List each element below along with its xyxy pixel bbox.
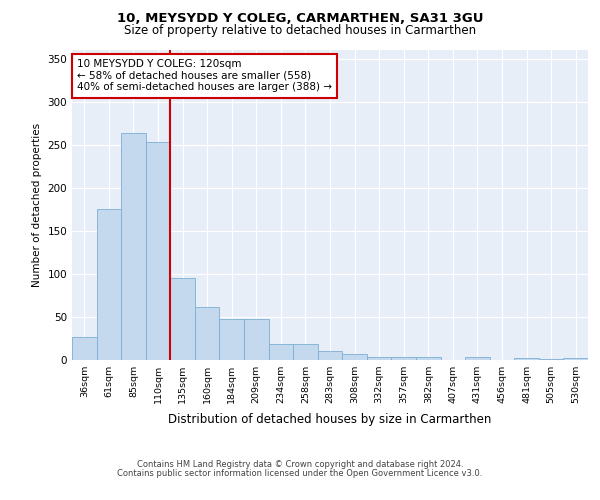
Bar [244,318,269,360]
Text: Contains public sector information licensed under the Open Government Licence v3: Contains public sector information licen… [118,468,482,477]
Bar [563,358,588,360]
Bar [97,210,121,360]
Bar [146,142,170,360]
Text: 10, MEYSYDD Y COLEG, CARMARTHEN, SA31 3GU: 10, MEYSYDD Y COLEG, CARMARTHEN, SA31 3G… [117,12,483,25]
Text: Contains HM Land Registry data © Crown copyright and database right 2024.: Contains HM Land Registry data © Crown c… [137,460,463,469]
Bar [121,132,146,360]
Y-axis label: Number of detached properties: Number of detached properties [32,123,42,287]
Text: Distribution of detached houses by size in Carmarthen: Distribution of detached houses by size … [169,412,491,426]
Bar [170,278,195,360]
Bar [391,356,416,360]
Bar [220,318,244,360]
Bar [195,306,220,360]
Bar [269,344,293,360]
Bar [465,358,490,360]
Bar [367,356,391,360]
Bar [539,359,563,360]
Bar [342,354,367,360]
Bar [293,344,318,360]
Text: 10 MEYSYDD Y COLEG: 120sqm
← 58% of detached houses are smaller (558)
40% of sem: 10 MEYSYDD Y COLEG: 120sqm ← 58% of deta… [77,60,332,92]
Text: Size of property relative to detached houses in Carmarthen: Size of property relative to detached ho… [124,24,476,37]
Bar [416,356,440,360]
Bar [318,352,342,360]
Bar [72,337,97,360]
Bar [514,358,539,360]
